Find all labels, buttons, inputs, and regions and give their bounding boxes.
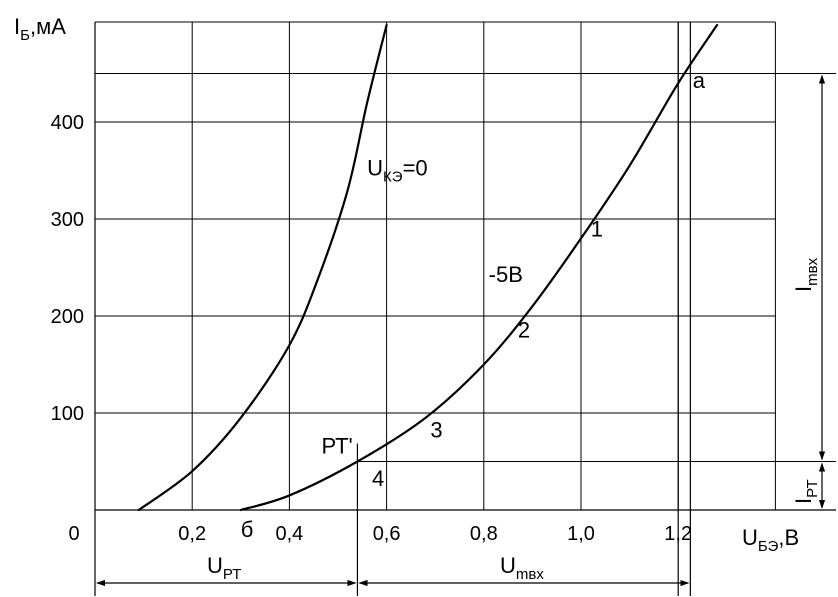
imvx-label-main: I <box>791 286 816 292</box>
point-label: 4 <box>372 466 384 491</box>
x-axis-label-main: U <box>742 525 758 550</box>
point-label: 3 <box>430 417 442 442</box>
curves <box>137 23 719 512</box>
x-tick-label: 1,0 <box>567 523 595 545</box>
y-axis-label-sub: Б <box>20 27 30 44</box>
ipt-label-sub: РТ <box>804 479 821 498</box>
x-axis-label: UБЭ,В <box>742 525 799 555</box>
point-label: б <box>241 517 254 542</box>
point-label: а <box>693 68 706 93</box>
operating-point-label: РТ' <box>321 434 352 459</box>
x-tick-label: 0,4 <box>275 523 303 545</box>
dimension-markers <box>96 22 826 596</box>
upt-label: UРТ <box>207 553 241 583</box>
curve-label-2: -5В <box>489 262 523 287</box>
point-label: 1 <box>591 216 603 241</box>
grid <box>95 21 836 510</box>
upt-label-main: U <box>207 553 223 578</box>
upt-label-sub: РТ <box>223 566 242 583</box>
y-tick-label: 100 <box>51 403 84 425</box>
curve-series-2 <box>239 23 719 512</box>
ipt-label-main: I <box>791 498 816 504</box>
curve-label-1: UКЭ=0 <box>367 155 428 185</box>
imvx-label-sub: mвх <box>804 257 821 285</box>
point-label: 2 <box>518 317 530 342</box>
ipt-label: IРТ <box>791 479 821 504</box>
y-axis-label: IБ,мА <box>14 14 66 44</box>
umvx-label-main: U <box>500 553 516 578</box>
origin-label: 0 <box>68 523 79 545</box>
axes <box>94 22 836 596</box>
x-axis-label-sub: БЭ <box>758 538 779 555</box>
y-tick-label: 300 <box>51 209 84 231</box>
y-tick-label: 400 <box>51 112 84 134</box>
imvx-label: Imвх <box>791 257 821 292</box>
x-tick-label: 0,2 <box>178 523 206 545</box>
y-axis-label-main: I <box>14 14 20 39</box>
x-tick-label: 0,6 <box>373 523 401 545</box>
labels: 0 IБ,мА UБЭ,В UРТ Umвх Imвх IРТ 0,2 0,4 0,… <box>14 14 821 583</box>
y-axis-label-rest: ,мА <box>30 14 66 39</box>
umvx-label: Umвх <box>500 553 544 583</box>
x-axis-label-rest: ,В <box>778 525 799 550</box>
y-tick-label: 200 <box>51 306 84 328</box>
x-tick-label: 1,2 <box>664 523 692 545</box>
curve-series-1 <box>137 23 388 512</box>
umvx-label-sub: mвх <box>516 566 544 583</box>
x-tick-label: 0,8 <box>470 523 498 545</box>
